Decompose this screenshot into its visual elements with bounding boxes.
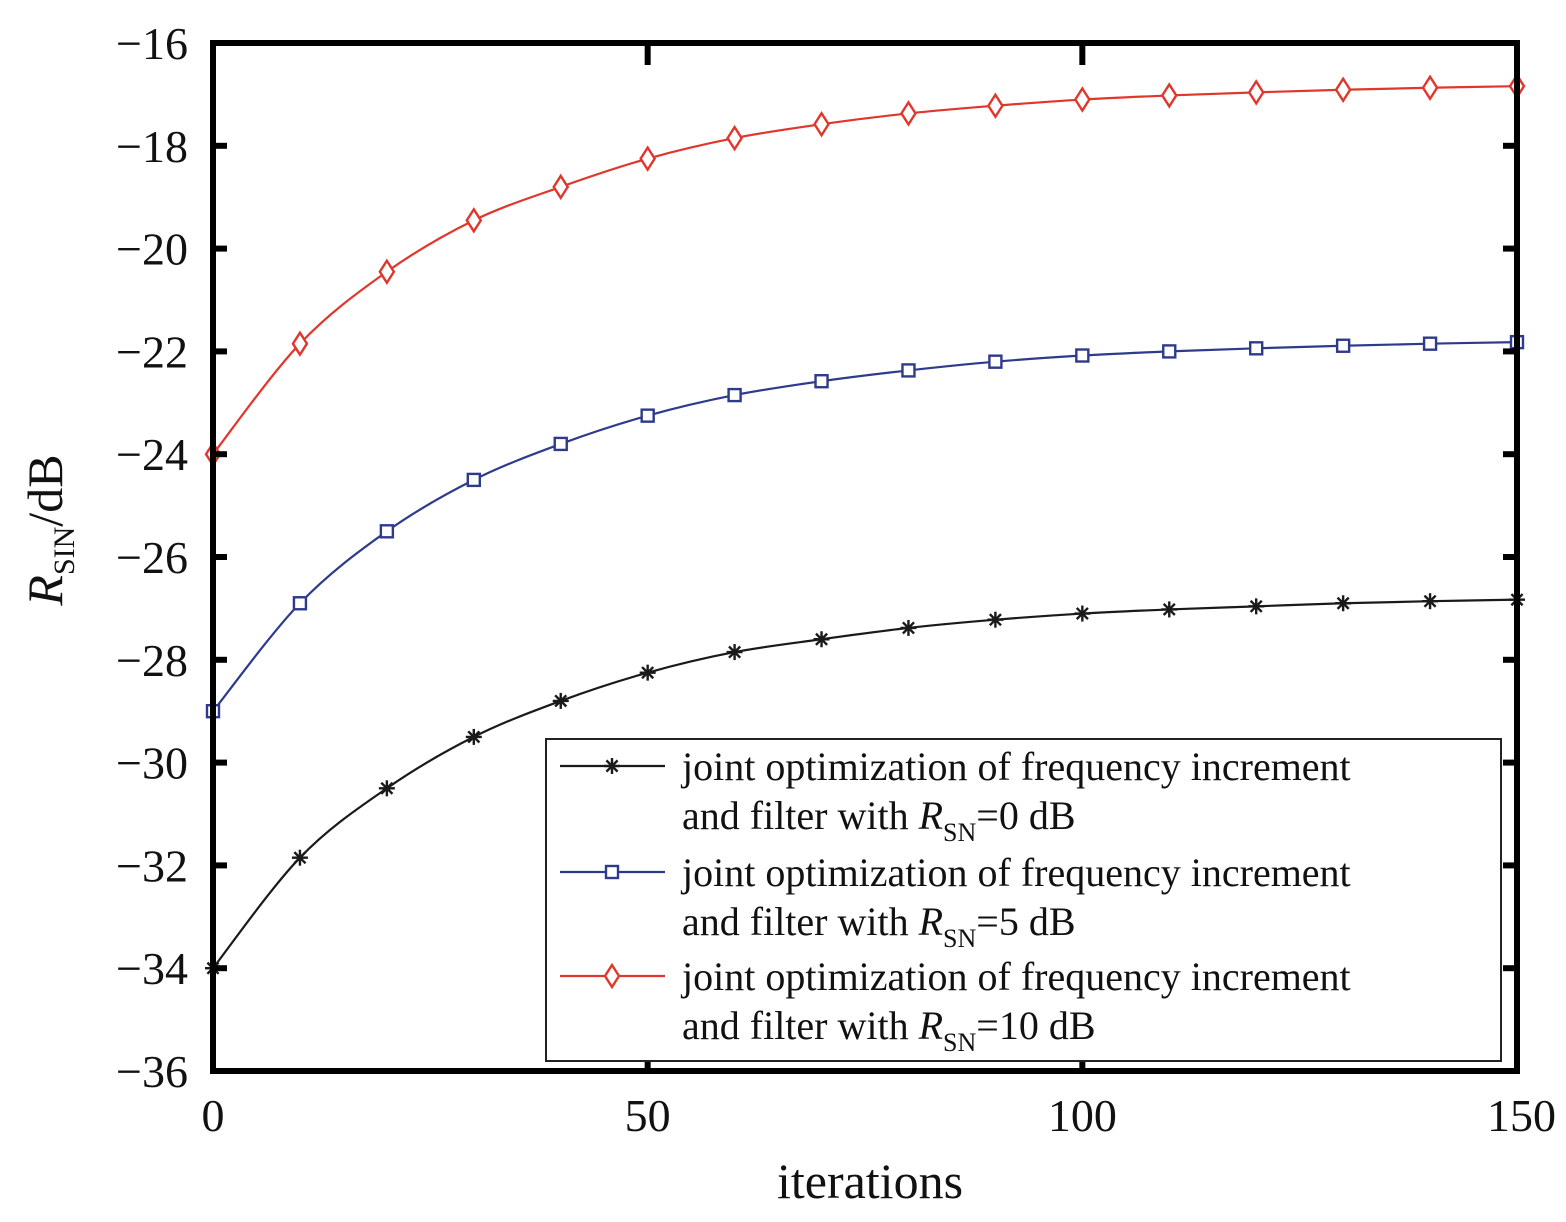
legend-marker-0 <box>604 758 620 774</box>
series-line-1 <box>212 341 1518 712</box>
series-line-2 <box>212 85 1518 455</box>
data-point-1 <box>901 363 916 378</box>
data-point-2 <box>726 124 744 152</box>
data-point-1 <box>814 374 829 389</box>
data-point-2 <box>1160 82 1178 109</box>
data-point-1 <box>466 472 481 488</box>
legend: joint optimization of frequency incremen… <box>545 738 1502 1062</box>
data-point-2 <box>986 92 1004 119</box>
data-point-1 <box>1162 344 1177 359</box>
x-tick-label: 50 <box>625 1090 671 1141</box>
data-point-1 <box>640 408 655 423</box>
data-point-0 <box>291 849 308 866</box>
data-point-0 <box>1422 593 1439 610</box>
legend-marker-1 <box>604 864 620 880</box>
y-tick-label: −22 <box>116 326 188 377</box>
data-point-0 <box>378 780 395 797</box>
legend-label-1-line2: and filter with RSN=5 dB <box>682 899 1076 953</box>
y-tick-label: −24 <box>116 429 188 480</box>
data-point-2 <box>291 330 309 357</box>
legend-label-2: joint optimization of frequency incremen… <box>680 954 1351 999</box>
data-point-1 <box>1248 341 1264 356</box>
data-point-1 <box>1075 348 1090 363</box>
y-tick-label: −36 <box>116 1046 188 1097</box>
data-point-1 <box>1422 336 1438 351</box>
data-point-0 <box>552 692 569 709</box>
data-point-0 <box>987 611 1004 628</box>
data-point-2 <box>465 207 483 234</box>
legend-label-0-line2: and filter with RSN=0 dB <box>682 793 1076 847</box>
y-tick-label: −32 <box>116 840 188 891</box>
x-tick-label: 0 <box>202 1090 225 1141</box>
data-point-2 <box>639 145 657 172</box>
data-point-0 <box>465 728 482 745</box>
data-point-2 <box>378 258 396 285</box>
y-tick-label: −28 <box>116 635 188 686</box>
y-tick-label: −30 <box>116 738 188 789</box>
data-point-1 <box>292 596 308 611</box>
data-point-0 <box>1248 598 1265 615</box>
x-axis-title: iterations <box>777 1153 963 1209</box>
data-point-2 <box>552 173 570 201</box>
series-line-0 <box>212 598 1518 969</box>
data-point-0 <box>1161 601 1178 618</box>
y-tick-label: −20 <box>116 224 188 275</box>
legend-label-0: joint optimization of frequency incremen… <box>680 744 1351 789</box>
data-point-0 <box>1335 595 1352 612</box>
y-axis-title: RSIN/dB <box>17 454 81 606</box>
y-tick-label: −34 <box>116 943 188 994</box>
y-tick-label: −16 <box>116 18 188 69</box>
data-point-1 <box>727 387 742 403</box>
legend-label-2-line2: and filter with RSN=10 dB <box>682 1003 1096 1057</box>
data-point-0 <box>1074 605 1091 622</box>
legend-label-1: joint optimization of frequency incremen… <box>680 850 1351 895</box>
data-point-1 <box>553 436 568 452</box>
data-point-0 <box>813 631 830 648</box>
y-tick-label: −18 <box>116 121 188 172</box>
data-point-2 <box>1073 86 1091 113</box>
legend-box <box>545 738 1502 1062</box>
data-point-0 <box>639 664 656 681</box>
legend-marker-2 <box>603 962 621 990</box>
data-point-2 <box>813 110 830 138</box>
x-tick-label: 100 <box>1048 1090 1117 1141</box>
data-point-0 <box>726 644 743 661</box>
data-point-2 <box>900 100 917 127</box>
data-point-2 <box>1334 76 1352 104</box>
x-tick-label: 150 <box>1487 1090 1556 1141</box>
data-point-0 <box>900 619 917 636</box>
data-point-1 <box>1335 338 1351 353</box>
axes-layer: −36 −34 −32 −30 −28 −26 −24 −22 −20 −18 −16 0 50 100 1… <box>17 18 1556 1209</box>
data-point-2 <box>1247 79 1265 106</box>
series-layer <box>204 72 1526 977</box>
data-point-2 <box>1421 74 1439 101</box>
data-point-1 <box>988 354 1003 369</box>
data-point-1 <box>379 524 395 539</box>
y-tick-label: −26 <box>116 532 188 583</box>
